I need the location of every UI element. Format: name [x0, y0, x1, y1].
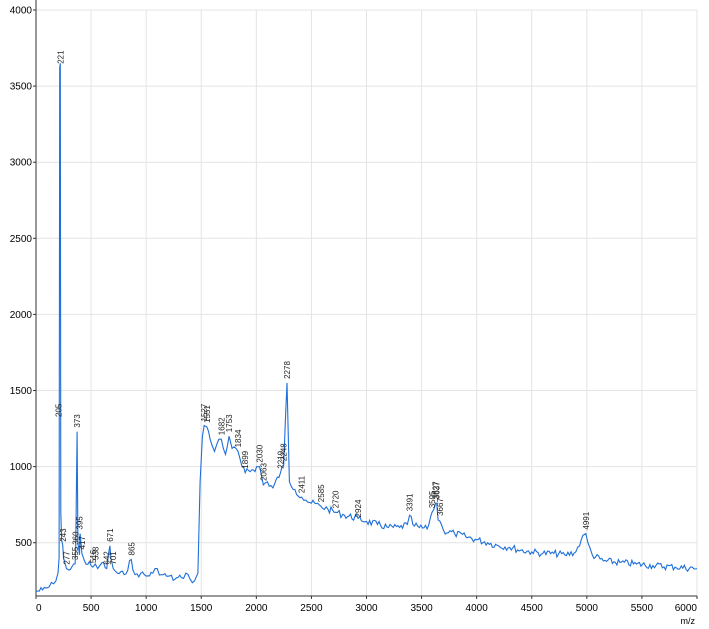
peak-label: 3637	[433, 481, 442, 499]
y-tick-label: 500	[15, 538, 32, 549]
peak-label: 538	[91, 546, 100, 560]
x-tick-label: 2500	[300, 603, 323, 614]
x-tick-label: 4500	[521, 603, 544, 614]
peak-label: 243	[59, 528, 68, 542]
peak-label: 2030	[256, 444, 265, 462]
y-tick-label: 3500	[10, 82, 33, 93]
peak-label: 417	[78, 536, 87, 550]
peak-label: 1834	[234, 429, 243, 447]
x-tick-label: 500	[83, 603, 100, 614]
x-axis-label: m/z	[681, 616, 696, 626]
peak-label: 2585	[317, 484, 326, 502]
peak-label: 701	[109, 551, 118, 565]
peak-label: 3627	[432, 481, 441, 499]
peak-label: 1682	[217, 417, 226, 435]
y-tick-labels: 500 1000 1500 2000 2500 3000 3500 4000	[10, 6, 36, 549]
peak-label: 2278	[283, 361, 292, 379]
peak-label: 2720	[332, 490, 341, 508]
peak-label: 2219	[277, 450, 286, 468]
spectrum-line	[35, 63, 698, 592]
peak-label: 2248	[280, 443, 289, 461]
peak-label: 373	[73, 414, 82, 428]
peak-label: 4991	[582, 511, 591, 529]
x-tick-label: 5500	[631, 603, 654, 614]
peak-label: 2411	[298, 475, 307, 493]
x-tick-labels: 0 500 1000 1500 2000 2500 3000 3500 4000 4500 5000…	[35, 596, 698, 614]
peak-label: 3595	[428, 490, 437, 508]
peak-label: 395	[76, 516, 85, 530]
y-tick-label: 3000	[10, 158, 33, 169]
x-tick-label: 6000	[675, 603, 698, 614]
peak-label: 1753	[225, 414, 234, 432]
peak-label: 3667	[436, 498, 445, 516]
x-tick-label: 5000	[576, 603, 599, 614]
peak-label: 642	[103, 551, 112, 565]
peak-label: 2924	[354, 499, 363, 517]
peak-label: 1551	[203, 405, 212, 423]
x-tick-label: 0	[36, 603, 42, 614]
x-tick-label: 1500	[190, 603, 213, 614]
y-tick-label: 1500	[10, 386, 33, 397]
peak-label: 865	[127, 542, 136, 556]
peak-label: 516	[89, 549, 98, 563]
peak-label: 277	[63, 551, 72, 565]
y-tick-label: 1000	[10, 462, 33, 473]
peak-label: 2063	[259, 463, 268, 481]
peak-label: 360	[72, 531, 81, 545]
y-tick-label: 2000	[10, 310, 33, 321]
peak-label: 221	[56, 50, 65, 64]
peak-label: 1527	[200, 403, 209, 421]
y-tick-label: 2500	[10, 234, 33, 245]
y-tick-label: 4000	[10, 6, 33, 17]
peak-label: 355	[71, 546, 80, 560]
peak-label: 205	[55, 403, 64, 417]
x-tick-label: 3500	[410, 603, 433, 614]
x-tick-label: 4000	[466, 603, 489, 614]
peak-label: 3391	[406, 493, 415, 511]
x-tick-label: 1000	[135, 603, 158, 614]
x-tick-label: 3000	[355, 603, 378, 614]
grid-lines	[35, 9, 698, 596]
peak-label: 1899	[241, 450, 250, 468]
x-tick-label: 2000	[245, 603, 268, 614]
peak-label: 671	[106, 528, 115, 542]
